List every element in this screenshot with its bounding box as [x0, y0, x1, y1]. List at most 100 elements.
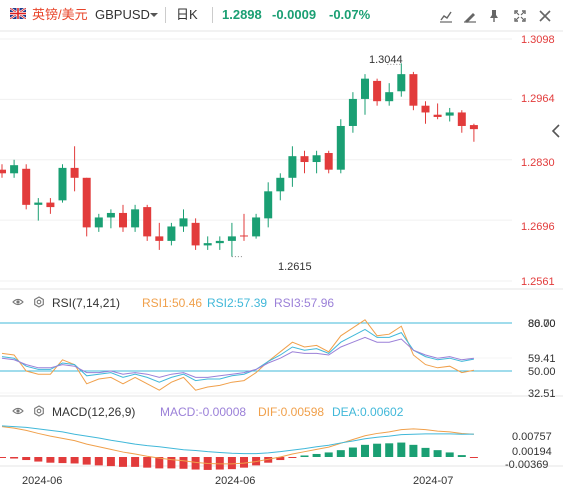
macd-bar: [240, 457, 248, 468]
macd-line-dea: [1, 425, 474, 455]
rsi-axis-tick: 86.70: [528, 318, 556, 330]
candle-body: [0, 169, 6, 174]
macd-bar: [373, 443, 382, 457]
macd-bar: [22, 457, 31, 461]
chart-header: 英镑/美元 GBPUSD 日K 1.2898 -0.0009 -0.07%: [0, 0, 563, 30]
symbol-name[interactable]: 英镑/美元: [32, 7, 88, 22]
candle-body: [70, 167, 79, 178]
divider: [165, 7, 166, 23]
rsi-axis-tick: 32.51: [528, 388, 556, 400]
candle-body: [203, 243, 212, 246]
candle-body: [215, 240, 224, 244]
fullscreen-icon: [514, 10, 526, 22]
candle-body: [264, 191, 273, 219]
symbol-code[interactable]: GBPUSD: [95, 7, 150, 22]
settings-icon[interactable]: [33, 405, 45, 417]
fullscreen-button[interactable]: [510, 6, 530, 26]
macd-bar: [445, 452, 454, 457]
candle-body: [409, 74, 418, 106]
macd-bar: [143, 457, 152, 468]
macd-bar: [179, 457, 188, 469]
edit-indicator-button[interactable]: [436, 6, 456, 26]
price-axis-tick: 1.2561: [521, 276, 555, 288]
candle-body: [131, 209, 140, 228]
macd-bar: [58, 457, 67, 464]
divider: [212, 7, 213, 23]
macd-bar: [82, 457, 91, 465]
candle-body: [94, 217, 103, 228]
candle-body: [397, 74, 406, 92]
candle-body: [252, 217, 261, 237]
candle-body: [421, 105, 430, 113]
macd-bar: [409, 444, 418, 457]
rsi-line-rsi1: [1, 319, 474, 391]
macd-bar: [421, 447, 430, 457]
eye-icon[interactable]: [12, 405, 24, 417]
candle-body: [155, 236, 164, 241]
x-axis-tick: 2024-06: [22, 475, 62, 487]
eye-icon[interactable]: [12, 296, 24, 308]
candle-body: [167, 226, 176, 241]
macd-bar: [167, 457, 176, 469]
uk-flag-icon: [10, 8, 26, 19]
macd-bar: [46, 457, 55, 463]
macd-value: MACD:-0.00008: [160, 405, 247, 419]
macd-bar: [131, 457, 140, 467]
pin-icon: [490, 10, 498, 22]
candle-body: [288, 156, 297, 178]
candle-body: [22, 168, 31, 205]
macd-axis-tick: 0.00194: [512, 446, 552, 458]
candle-body: [119, 212, 127, 228]
macd-axis-tick: -0.00369: [505, 459, 548, 471]
macd-bar: [469, 457, 478, 458]
macd-bar: [106, 457, 115, 467]
rsi-axis-tick: 80.00: [528, 318, 556, 330]
rsi-axis-tick: 50.00: [528, 366, 556, 378]
macd-line-dif: [1, 426, 474, 465]
high-annotation: 1.3044: [369, 54, 403, 66]
macd-series: [0, 425, 478, 470]
rsi1-value: RSI1:50.46: [142, 296, 203, 310]
x-axis-tick: 2024-07: [413, 475, 453, 487]
settings-icon[interactable]: [33, 296, 45, 308]
candle-body: [58, 167, 67, 201]
period-selector[interactable]: 日K: [176, 7, 198, 22]
macd-bar: [300, 455, 309, 457]
collapse-sidebar-button[interactable]: [549, 121, 563, 141]
dea-value: DEA:0.00602: [332, 405, 404, 419]
macd-bar: [397, 442, 406, 457]
chevron-down-icon[interactable]: [150, 13, 158, 17]
macd-bar: [276, 457, 285, 461]
macd-bar: [119, 457, 127, 467]
macd-bar: [191, 457, 200, 470]
rsi2-value: RSI2:57.39: [207, 296, 268, 310]
drawing-tools-button[interactable]: [460, 6, 480, 26]
candle-body: [106, 212, 115, 218]
macd-bar: [155, 457, 164, 469]
macd-bar: [70, 457, 79, 464]
price-axis-tick: 1.2696: [521, 221, 555, 233]
macd-bar: [288, 457, 297, 458]
macd-bar: [361, 444, 369, 457]
candle-body: [361, 78, 369, 99]
macd-bar: [457, 455, 466, 457]
candle-body: [312, 155, 321, 163]
edit-indicator-icon: [440, 11, 452, 23]
rsi-axis-tick: 59.41: [528, 353, 556, 365]
pin-button[interactable]: [484, 6, 504, 26]
macd-label: MACD(12,26,9): [52, 405, 136, 419]
macd-bar: [312, 453, 321, 457]
macd-bar: [336, 450, 345, 457]
rsi-line-rsi3: [1, 336, 474, 378]
candle-body: [143, 207, 152, 237]
rsi3-value: RSI3:57.96: [274, 296, 335, 310]
dif-value: DIF:0.00598: [258, 405, 325, 419]
candle-body: [457, 112, 466, 126]
macd-axis-tick: 0.00757: [512, 431, 552, 443]
close-icon: [539, 10, 551, 22]
candle-body: [179, 218, 188, 227]
macd-bar: [264, 457, 273, 463]
rsi-label: RSI(7,14,21): [52, 296, 121, 310]
close-button[interactable]: [535, 6, 555, 26]
